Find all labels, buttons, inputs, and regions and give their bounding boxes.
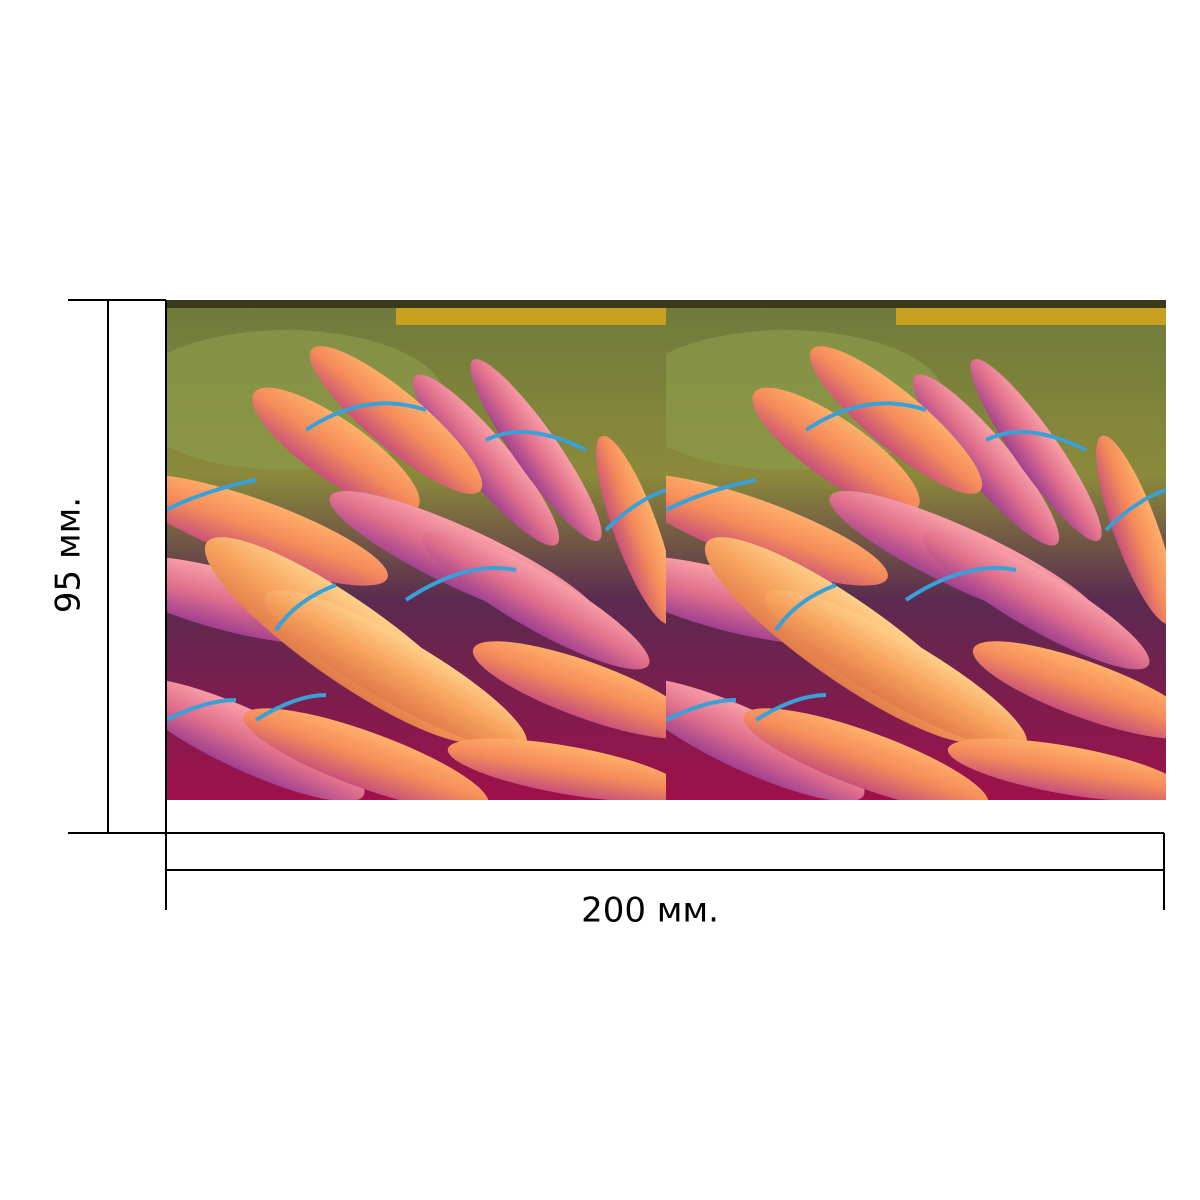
product-image <box>93 300 1200 831</box>
width-label: 200 мм. <box>581 891 719 931</box>
dimension-lines <box>68 299 1165 910</box>
height-label: 95 мм. <box>49 497 89 613</box>
